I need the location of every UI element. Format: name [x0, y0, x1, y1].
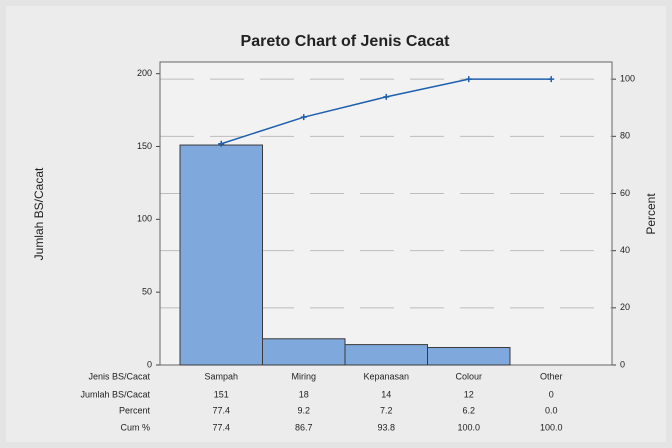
category-label: Kepanasan	[363, 371, 409, 381]
category-label: Colour	[455, 371, 482, 381]
bar	[263, 339, 346, 365]
y-tick-label: 150	[137, 141, 152, 151]
percent-cell: 0.0	[545, 405, 558, 415]
bar	[180, 145, 263, 365]
y2-tick-label: 60	[620, 188, 630, 198]
chart-title: Pareto Chart of Jenis Cacat	[241, 33, 451, 50]
percent-cell: 77.4	[212, 405, 230, 415]
count-cell: 151	[214, 389, 229, 399]
count-cell: 14	[381, 389, 391, 399]
percent-cell: 6.2	[462, 405, 475, 415]
category-label: Other	[540, 371, 563, 381]
category-label: Miring	[291, 371, 316, 381]
count-cell: 12	[464, 389, 474, 399]
cum-cell: 93.8	[377, 422, 395, 432]
y2-tick-label: 40	[620, 245, 630, 255]
y2-tick-label: 0	[620, 359, 625, 369]
bar	[345, 345, 428, 365]
count-cell: 18	[299, 389, 309, 399]
y-tick-label: 0	[147, 359, 152, 369]
bar	[428, 348, 511, 365]
category-label: Sampah	[204, 371, 238, 381]
cum-cell: 100.0	[457, 422, 480, 432]
y-tick-label: 200	[137, 68, 152, 78]
cum-cell: 100.0	[540, 422, 563, 432]
y-tick-label: 100	[137, 214, 152, 224]
percent-cell: 7.2	[380, 405, 393, 415]
y2-axis-title: Percent	[644, 193, 658, 235]
cum-cell: 86.7	[295, 422, 313, 432]
y-tick-label: 50	[142, 287, 152, 297]
y2-tick-label: 80	[620, 131, 630, 141]
y-axis-title: Jumlah BS/Cacat	[32, 167, 46, 260]
row-label: Jumlah BS/Cacat	[80, 389, 150, 399]
row-label: Cum %	[120, 422, 150, 432]
row-label: Percent	[119, 405, 151, 415]
count-cell: 0	[549, 389, 554, 399]
y2-tick-label: 100	[620, 74, 635, 84]
y2-tick-label: 20	[620, 302, 630, 312]
percent-cell: 9.2	[297, 405, 310, 415]
chart: Pareto Chart of Jenis Cacat Jumlah BS/Ca…	[0, 0, 672, 448]
row-label: Jenis BS/Cacat	[88, 371, 150, 381]
cum-cell: 77.4	[212, 422, 230, 432]
